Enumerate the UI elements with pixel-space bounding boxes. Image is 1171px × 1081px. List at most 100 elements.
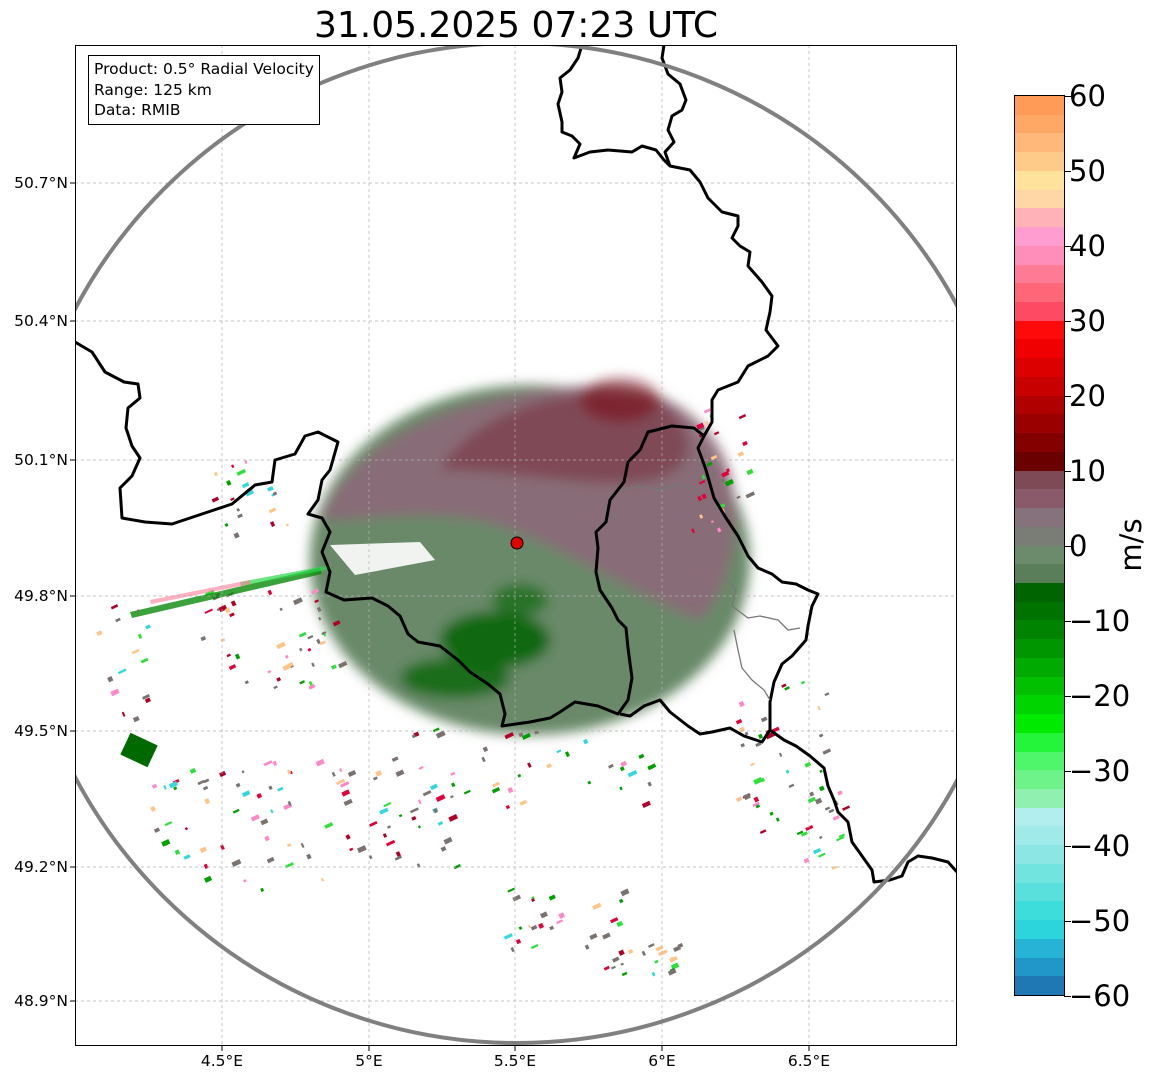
echo-gate [243,879,247,882]
colorbar-segment [1015,655,1064,676]
lat-tick-label: 48.9°N [0,992,68,1010]
colorbar-segment [1015,524,1064,545]
colorbar-segment [1015,786,1064,807]
echo-gate [96,630,102,636]
echo-gate [184,854,191,860]
echo-gate [813,848,821,854]
echo-gate [219,771,226,777]
echo-gate [118,668,127,674]
echo-gate [242,770,245,773]
echo-gate [824,692,829,696]
echo-gate [546,763,552,768]
echo-gate [669,956,678,963]
info-box: Product: 0.5° Radial Velocity Range: 125… [88,55,320,125]
colorbar-segment [1015,749,1064,770]
echo-gate [758,734,763,739]
echo-gate [231,464,234,468]
echo-gate [316,759,325,767]
echo-gate [538,923,544,929]
colorbar-segment [1015,318,1064,339]
echo-gate [592,903,601,910]
colorbar-segment [1015,468,1064,489]
echo-gate [141,658,149,664]
colorbar-segment [1015,693,1064,714]
echo-gate [658,949,668,956]
echo-gate [338,661,347,668]
echo-gate [506,805,510,809]
echo-gate [819,786,825,792]
echo-gate [273,685,278,689]
echo-gate [138,634,142,639]
echo-gate [819,734,823,738]
echo-gate [819,836,822,839]
echo-gate [809,792,814,797]
echo-gate [448,814,458,822]
colorbar-segment [1015,899,1064,920]
echo-gate [411,816,416,821]
echo-gate [610,917,618,923]
radar-site-marker[interactable] [511,537,523,549]
echo-gate [233,809,240,814]
colorbar-segment [1015,393,1064,414]
echo-gate [229,612,235,617]
echo-gate [761,716,768,722]
colorbar-segment [1015,880,1064,901]
echo-gate [392,756,399,762]
echo-gate [739,701,745,707]
echo-gate [436,794,446,802]
echo-gate [504,933,513,939]
echo-gate [620,963,624,966]
echo-gate [324,822,333,829]
echo-gate [753,777,762,785]
colorbar-segment [1015,955,1064,976]
echo-gate [531,925,538,931]
lon-tick-label: 5.5°E [475,1052,555,1070]
echo-gate [608,764,614,769]
echo-gate [383,833,387,838]
echo-gate [745,491,755,498]
echo-gate [383,802,391,807]
echo-gate [516,939,521,944]
echo-gate [444,837,453,845]
echo-gate [299,648,302,652]
echo-gate [423,790,432,796]
echo-gate [654,960,658,964]
echo-gate [454,864,461,869]
echo-gate [822,748,831,754]
colorbar-tick-label: −40 [1069,829,1130,863]
echo-gate [619,899,623,904]
echo-gate [620,766,625,771]
lon-tick-label: 6°E [622,1052,702,1070]
echo-gate [742,441,748,446]
echo-gate [190,768,196,774]
echo-gate [348,770,357,777]
echo-gate [260,888,264,892]
echo-gate [739,727,745,733]
echo-gate [464,790,471,795]
echo-gate [331,664,337,669]
echo-gate [273,761,278,766]
colorbar-segment [1015,187,1064,208]
echo-gate [226,480,231,486]
echo-gate [647,763,656,770]
echo-gate [671,962,679,969]
echo-gate [647,782,652,787]
echo-gate [236,783,241,788]
lat-tick-label: 50.1°N [0,451,68,469]
colorbar-segment [1015,430,1064,451]
echo-gate [786,770,790,774]
echo-gate [332,772,336,777]
echo-gate [736,796,742,802]
echo-gate [648,943,655,948]
echo-gate [379,808,388,815]
echo-gate [203,778,209,783]
echo-gate [386,840,395,846]
echo-gate [739,414,746,419]
echo-gate [750,763,755,767]
echo-gate [622,972,628,976]
echo-gate [267,857,275,863]
lon-tick-label: 5°E [329,1052,409,1070]
echo-gate [714,431,719,435]
colorbar-segment [1015,412,1064,433]
